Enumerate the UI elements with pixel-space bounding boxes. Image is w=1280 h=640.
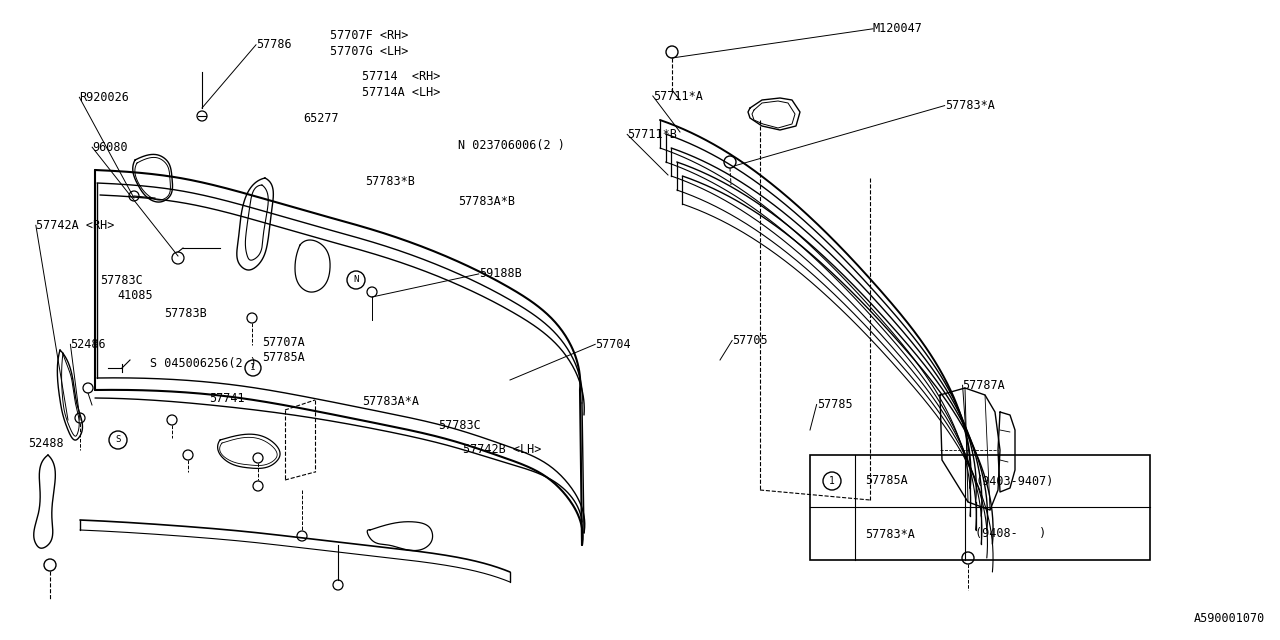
Text: 57707F <RH>: 57707F <RH>: [330, 29, 408, 42]
Text: R920026: R920026: [79, 91, 129, 104]
Bar: [810, 455, 1149, 560]
Text: 57787A: 57787A: [963, 379, 1005, 392]
Text: 57741: 57741: [209, 392, 244, 404]
Text: 57785A: 57785A: [865, 474, 908, 488]
Text: 57783B: 57783B: [164, 307, 206, 320]
Text: 65277: 65277: [303, 112, 339, 125]
Text: 96080: 96080: [92, 141, 128, 154]
Text: 57785A: 57785A: [262, 351, 305, 364]
Text: 57783*A: 57783*A: [865, 527, 915, 541]
Text: 59188B: 59188B: [479, 268, 521, 280]
Text: 57783*A: 57783*A: [945, 99, 995, 112]
Text: N: N: [353, 275, 358, 285]
Text: S: S: [115, 435, 120, 445]
Text: 57783A*A: 57783A*A: [362, 396, 420, 408]
Text: 1: 1: [251, 364, 256, 372]
Text: 57742A <RH>: 57742A <RH>: [36, 219, 114, 232]
Text: 57707A: 57707A: [262, 336, 305, 349]
Text: 57783C: 57783C: [100, 274, 142, 287]
Text: 57705: 57705: [732, 334, 768, 347]
Text: 57711*A: 57711*A: [653, 90, 703, 102]
Text: 57714  <RH>: 57714 <RH>: [362, 70, 440, 83]
Text: 57742B <LH>: 57742B <LH>: [463, 443, 541, 456]
Text: 52488: 52488: [28, 437, 64, 450]
Text: 57783*B: 57783*B: [365, 175, 415, 188]
Text: N 023706006(2 ): N 023706006(2 ): [458, 140, 564, 152]
Text: 57786: 57786: [256, 38, 292, 51]
Text: 57785: 57785: [817, 398, 852, 411]
Text: A590001070: A590001070: [1194, 612, 1265, 625]
Text: 1: 1: [829, 476, 835, 486]
Text: 57783A*B: 57783A*B: [458, 195, 516, 208]
Text: 57783C: 57783C: [438, 419, 480, 432]
Text: M120047: M120047: [873, 22, 923, 35]
Text: 57707G <LH>: 57707G <LH>: [330, 45, 408, 58]
Text: 52486: 52486: [70, 338, 106, 351]
Text: (9403-9407): (9403-9407): [975, 474, 1053, 488]
Text: 57714A <LH>: 57714A <LH>: [362, 86, 440, 99]
Text: 57704: 57704: [595, 338, 631, 351]
Text: 41085: 41085: [118, 289, 154, 302]
Text: (9408-   ): (9408- ): [975, 527, 1046, 541]
Text: S 045006256(2 ): S 045006256(2 ): [150, 357, 256, 370]
Text: 57711*B: 57711*B: [627, 128, 677, 141]
